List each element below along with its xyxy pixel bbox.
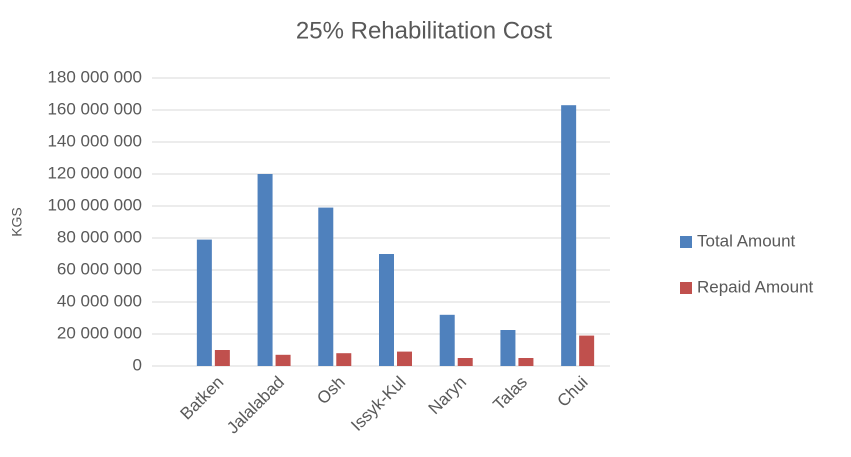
x-tick-label: Talas [489,373,530,414]
x-tick-label: Chui [553,373,591,411]
legend-swatch [680,282,692,294]
y-tick-label: 100 000 000 [47,195,142,214]
y-tick-label: 0 [133,355,142,374]
bar [336,353,352,366]
y-tick-label: 40 000 000 [57,291,142,310]
x-tick-label: Naryn [425,373,471,419]
y-tick-label: 140 000 000 [47,131,142,150]
y-tick-label: 80 000 000 [57,227,142,246]
x-tick-label: Osh [313,373,348,408]
bar [257,174,273,366]
y-tick-label: 180 000 000 [47,67,142,86]
y-tick-label: 120 000 000 [47,163,142,182]
bar [275,354,291,366]
legend-label: Repaid Amount [697,277,814,296]
bar [439,314,455,366]
bar [561,105,577,366]
y-tick-label: 60 000 000 [57,259,142,278]
bar [518,358,534,366]
legend-swatch [680,236,692,248]
y-axis-title: KGS [9,207,25,237]
x-tick-label: Jalalabad [223,373,288,438]
bar [379,254,394,366]
x-tick-label: Batken [176,373,227,424]
legend-label: Total Amount [697,231,796,250]
chart-title: 25% Rehabilitation Cost [296,17,552,44]
y-tick-label: 160 000 000 [47,99,142,118]
bar [196,239,212,366]
y-tick-label: 20 000 000 [57,323,142,342]
bar [579,335,595,366]
bar [397,351,412,366]
bar [318,207,334,366]
bar [500,330,516,366]
x-tick-label: Issyk-Kul [347,373,409,435]
bar [214,350,230,366]
bar [457,358,473,366]
